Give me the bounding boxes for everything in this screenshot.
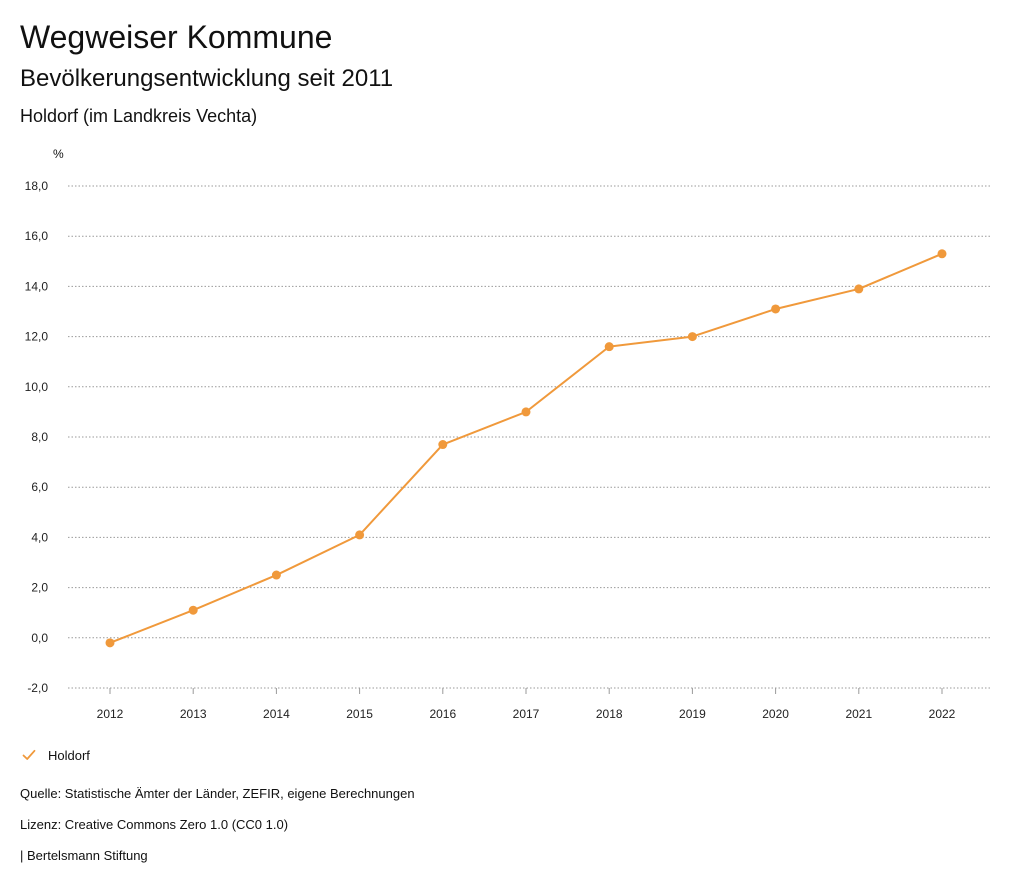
x-tick-label: 2020 [762, 707, 789, 721]
x-tick-label: 2016 [429, 707, 456, 721]
x-tick-label: 2015 [346, 707, 373, 721]
x-tick-label: 2021 [845, 707, 872, 721]
legend-check-icon[interactable] [22, 748, 36, 762]
x-tick-label: 2014 [263, 707, 290, 721]
series-holdorf [105, 249, 947, 648]
y-tick-label: 6,0 [31, 480, 48, 494]
data-point[interactable] [271, 570, 281, 580]
data-point[interactable] [105, 638, 115, 648]
y-tick-label: 10,0 [25, 380, 49, 394]
data-point[interactable] [604, 342, 614, 352]
source-note: Quelle: Statistische Ämter der Länder, Z… [20, 786, 415, 801]
license-note: Lizenz: Creative Commons Zero 1.0 (CC0 1… [20, 817, 289, 832]
data-point[interactable] [188, 605, 198, 615]
line-chart: -2,00,02,04,06,08,010,012,014,016,018,0 … [25, 179, 990, 721]
chart-subtitle: Bevölkerungsentwicklung seit 2011 [20, 65, 394, 92]
region-label: Holdorf (im Landkreis Vechta) [20, 106, 258, 126]
x-tick-label: 2019 [679, 707, 706, 721]
y-tick-label: 4,0 [31, 530, 48, 544]
data-point[interactable] [687, 332, 697, 342]
x-tick-label: 2017 [513, 707, 540, 721]
x-tick-label: 2012 [97, 707, 124, 721]
x-tick-label: 2018 [596, 707, 623, 721]
x-axis-ticks: 2012 2013 2014 2015 2016 2017 2018 2019 2020 2021… [97, 688, 956, 721]
series-line [109, 252, 943, 644]
brand-note: | Bertelsmann Stiftung [20, 848, 148, 863]
data-point[interactable] [438, 440, 448, 450]
y-tick-label: 8,0 [31, 430, 48, 444]
y-tick-label: 16,0 [25, 229, 49, 243]
data-point[interactable] [937, 249, 947, 259]
chart-title: Wegweiser Kommune [20, 19, 333, 55]
grid-lines [68, 185, 990, 689]
y-axis-ticks: -2,0 0,0 2,0 4,0 6,0 8,0 10,0 12,0 14,0 16,0 18,0 [25, 179, 49, 695]
y-tick-label: 14,0 [25, 279, 49, 293]
y-tick-label: -2,0 [27, 681, 48, 695]
y-axis-unit: % [53, 147, 64, 161]
data-point[interactable] [854, 284, 864, 294]
x-tick-label: 2022 [929, 707, 956, 721]
data-point[interactable] [355, 530, 365, 540]
legend[interactable]: Holdorf [22, 745, 90, 765]
y-tick-label: 0,0 [31, 631, 48, 645]
x-tick-label: 2013 [180, 707, 207, 721]
y-tick-label: 18,0 [25, 179, 49, 193]
y-tick-label: 12,0 [25, 330, 49, 344]
y-tick-label: 2,0 [31, 581, 48, 595]
data-point[interactable] [521, 407, 531, 417]
legend-label-holdorf: Holdorf [48, 747, 90, 763]
data-point[interactable] [771, 304, 781, 314]
